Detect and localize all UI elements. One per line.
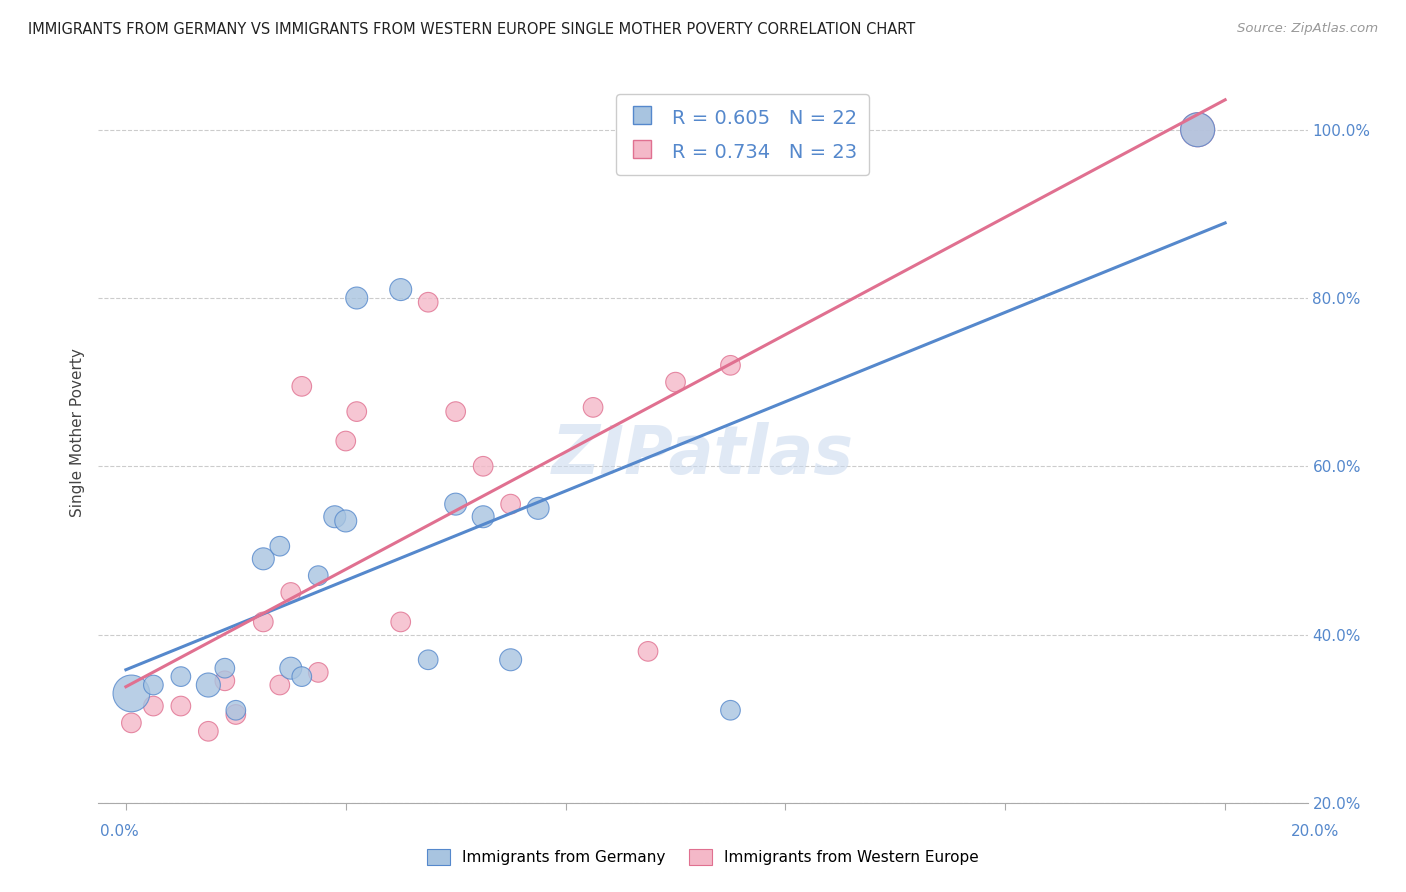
Point — [142, 678, 165, 692]
Point — [582, 401, 605, 415]
Point — [720, 359, 742, 373]
Point — [197, 724, 219, 739]
Legend: R = 0.605   N = 22, R = 0.734   N = 23: R = 0.605 N = 22, R = 0.734 N = 23 — [616, 95, 869, 175]
Point — [269, 678, 291, 692]
Point — [527, 501, 550, 516]
Point — [252, 615, 274, 629]
Point — [252, 551, 274, 566]
Point — [1187, 122, 1209, 136]
Point — [346, 291, 368, 305]
Point — [444, 497, 467, 511]
Point — [291, 670, 314, 684]
Point — [225, 707, 247, 722]
Point — [335, 514, 357, 528]
Point — [444, 404, 467, 418]
Point — [664, 375, 686, 389]
Point — [637, 644, 659, 658]
Point — [280, 661, 302, 675]
Text: 20.0%: 20.0% — [1291, 824, 1339, 838]
Point — [307, 665, 329, 680]
Y-axis label: Single Mother Poverty: Single Mother Poverty — [69, 348, 84, 517]
Point — [499, 497, 522, 511]
Point — [280, 585, 302, 599]
Point — [225, 703, 247, 717]
Point — [720, 703, 742, 717]
Point — [499, 653, 522, 667]
Point — [472, 509, 495, 524]
Point — [472, 459, 495, 474]
Point — [170, 699, 193, 714]
Point — [214, 673, 236, 688]
Point — [120, 715, 142, 730]
Point — [389, 615, 412, 629]
Legend: Immigrants from Germany, Immigrants from Western Europe: Immigrants from Germany, Immigrants from… — [422, 843, 984, 871]
Point — [120, 686, 142, 700]
Point — [346, 404, 368, 418]
Point — [335, 434, 357, 448]
Point — [323, 509, 346, 524]
Point — [142, 699, 165, 714]
Point — [197, 678, 219, 692]
Point — [170, 670, 193, 684]
Text: IMMIGRANTS FROM GERMANY VS IMMIGRANTS FROM WESTERN EUROPE SINGLE MOTHER POVERTY : IMMIGRANTS FROM GERMANY VS IMMIGRANTS FR… — [28, 22, 915, 37]
Text: Source: ZipAtlas.com: Source: ZipAtlas.com — [1237, 22, 1378, 36]
Text: ZIPatlas: ZIPatlas — [553, 422, 853, 488]
Point — [214, 661, 236, 675]
Text: 0.0%: 0.0% — [100, 824, 139, 838]
Point — [307, 568, 329, 582]
Point — [418, 653, 440, 667]
Point — [291, 379, 314, 393]
Point — [269, 539, 291, 553]
Point — [418, 295, 440, 310]
Point — [389, 283, 412, 297]
Point — [1187, 122, 1209, 136]
